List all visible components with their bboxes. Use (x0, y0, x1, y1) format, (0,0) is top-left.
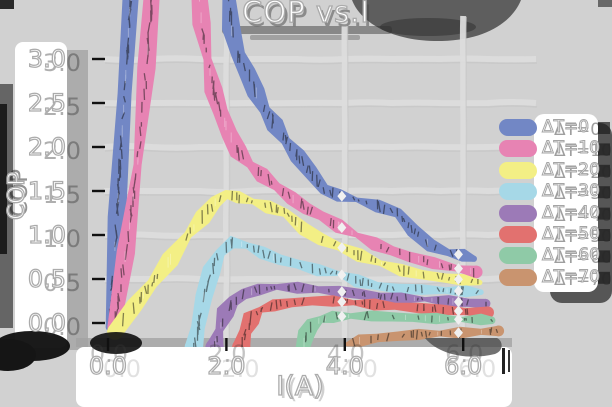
y-tick-label: 2.5 (27, 88, 67, 117)
legend-swatch (499, 268, 537, 286)
legend-label: ΔT=60 (542, 245, 601, 266)
y-tick-label: 1.5 (27, 176, 67, 205)
y-tick-label: 3.0 (27, 44, 67, 73)
legend-label: ΔT=10 (542, 138, 601, 159)
y-tick-label: 0.0 (27, 308, 67, 337)
legend-entry: ΔT=10 (499, 138, 600, 159)
legend-entry: ΔT=20 (499, 160, 600, 181)
x-tick-label: 0.0 (88, 351, 128, 380)
legend-entry: ΔT=60 (499, 245, 600, 266)
legend-entry: ΔT=40 (499, 203, 600, 224)
legend-swatch (499, 140, 537, 158)
legend-entry: ΔT=0 (499, 117, 590, 138)
x-tick-label: 4.0 (325, 351, 364, 380)
legend-label: ΔT=50 (542, 224, 601, 244)
legend-label: ΔT=70 (542, 266, 601, 287)
legend-label: ΔT=30 (542, 181, 601, 202)
x-tick-label: 6.0 (443, 351, 483, 380)
legend-swatch (499, 226, 537, 243)
y-tick-label: 2.0 (27, 132, 67, 161)
legend-entry: ΔT=50 (499, 224, 600, 245)
x-axis-label: I(A) (276, 370, 325, 402)
legend-label: ΔT=40 (542, 202, 601, 223)
legend-swatch (499, 183, 537, 201)
legend-label: ΔT=20 (542, 159, 601, 180)
chart-title: COP vs.I (241, 0, 370, 30)
legend-swatch (499, 161, 537, 179)
legend-swatch (499, 247, 537, 265)
legend-label: ΔT=0 (541, 117, 590, 137)
legend-swatch (499, 204, 537, 222)
legend-entry: ΔT=70 (499, 267, 600, 288)
y-tick-label: 0.5 (27, 264, 67, 293)
y-tick-label: 1.0 (27, 220, 67, 249)
x-tick-label: 2.0 (207, 351, 246, 380)
legend-entry: ΔT=30 (499, 181, 600, 202)
legend-swatch (499, 119, 537, 136)
